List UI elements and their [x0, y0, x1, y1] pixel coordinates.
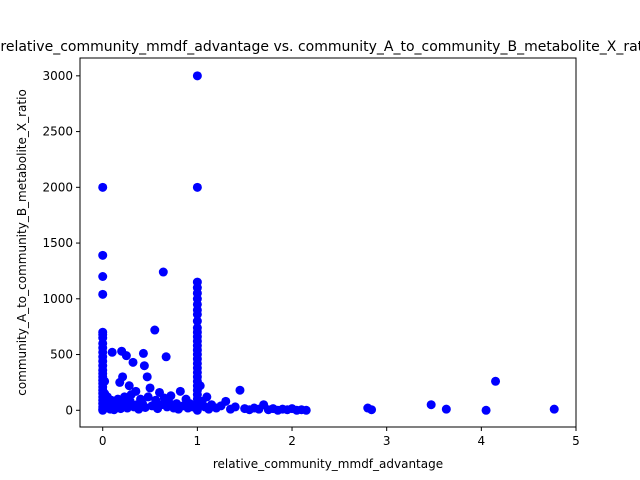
data-point: [192, 71, 202, 81]
y-tick-label: 0: [65, 403, 73, 417]
data-point: [143, 392, 153, 402]
x-tick-label: 3: [383, 434, 391, 448]
data-point: [139, 361, 149, 371]
points-layer: [98, 71, 559, 415]
data-point: [202, 392, 212, 402]
data-point: [98, 182, 108, 192]
data-point: [124, 381, 134, 391]
data-point: [192, 309, 202, 319]
data-point: [150, 325, 160, 335]
data-point: [221, 396, 231, 406]
x-tick-label: 2: [288, 434, 296, 448]
data-point: [426, 400, 436, 410]
y-tick-label: 1500: [42, 236, 73, 250]
data-point: [161, 352, 171, 362]
plot-frame: [79, 57, 577, 428]
data-point: [301, 405, 311, 415]
x-tick-label: 5: [572, 434, 580, 448]
chart-title: relative_community_mmdf_advantage vs. co…: [0, 39, 640, 55]
data-point: [192, 405, 202, 415]
data-point: [175, 386, 185, 396]
data-point: [192, 182, 202, 192]
data-point: [107, 347, 117, 357]
data-point: [98, 250, 108, 260]
x-tick-label: 0: [99, 434, 107, 448]
data-point: [367, 405, 377, 415]
data-point: [98, 289, 108, 299]
data-point: [118, 372, 128, 382]
data-point: [230, 402, 240, 412]
data-point: [131, 386, 141, 396]
data-point: [98, 272, 108, 281]
data-point: [138, 348, 148, 358]
y-axis-ticks: 0 500 1000 1500 2000 2500 3000: [42, 69, 80, 417]
data-point: [481, 405, 491, 415]
y-tick-label: 1000: [42, 292, 73, 306]
y-tick-label: 500: [50, 348, 73, 362]
data-point: [145, 383, 155, 393]
data-point: [195, 381, 205, 391]
x-axis-ticks: 0 1 2 3 4 5: [99, 427, 580, 448]
data-point: [491, 376, 501, 386]
data-point: [158, 267, 168, 277]
data-point: [441, 404, 451, 414]
data-point: [128, 357, 138, 367]
x-tick-label: 1: [194, 434, 202, 448]
data-point: [100, 376, 110, 386]
data-point: [192, 316, 202, 326]
data-point: [549, 404, 559, 414]
data-point: [142, 372, 152, 382]
y-tick-label: 2500: [42, 125, 73, 139]
y-axis-label: community_A_to_community_B_metabolite_X_…: [15, 89, 29, 396]
data-point: [166, 391, 176, 401]
data-point: [235, 385, 245, 395]
y-tick-label: 2000: [42, 180, 73, 194]
x-tick-label: 4: [478, 434, 486, 448]
x-axis-label: relative_community_mmdf_advantage: [213, 457, 443, 471]
y-tick-label: 3000: [42, 69, 73, 83]
data-point: [121, 351, 131, 361]
